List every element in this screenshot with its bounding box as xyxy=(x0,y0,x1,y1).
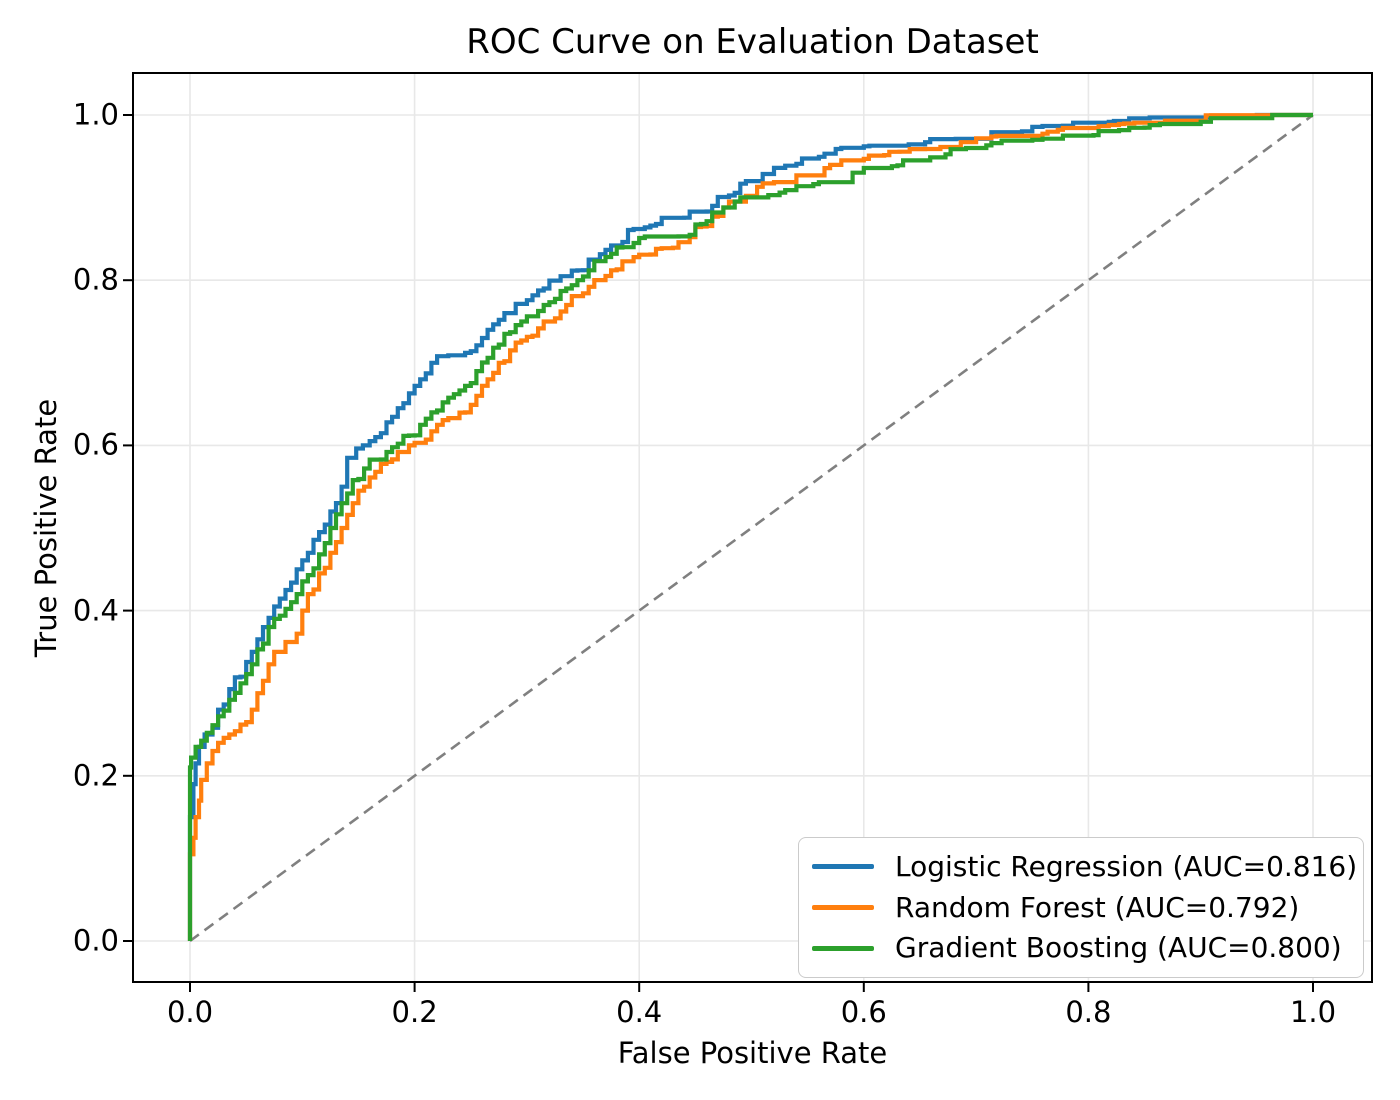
plot-box xyxy=(132,72,1373,983)
chart-title: ROC Curve on Evaluation Dataset xyxy=(466,22,1039,62)
x-tick-label-5: 1.0 xyxy=(1289,995,1337,1029)
x-tick-label-3: 0.6 xyxy=(840,995,887,1029)
x-axis-label: False Positive Rate xyxy=(617,1036,888,1070)
roc-curve-random-forest xyxy=(187,112,1313,941)
x-tick-label-2: 0.4 xyxy=(616,995,663,1029)
legend-label-gradient-boosting: Gradient Boosting (AUC=0.800) xyxy=(895,931,1342,965)
y-axis-label: True Positive Rate xyxy=(29,398,63,658)
y-tick-label-3: 0.6 xyxy=(72,427,119,462)
legend-label-logistic-regression: Logistic Regression (AUC=0.816) xyxy=(895,849,1358,883)
legend-line-random-forest xyxy=(812,905,874,910)
roc-curve-logistic-regression xyxy=(187,112,1313,941)
y-tick-label-2: 0.4 xyxy=(72,593,119,628)
y-tick-label-0: 0.0 xyxy=(72,923,119,958)
legend-line-gradient-boosting xyxy=(812,945,874,951)
x-tick-label-4: 0.8 xyxy=(1065,995,1112,1029)
y-tick-label-4: 0.8 xyxy=(72,262,119,297)
roc-curve-gradient-boosting xyxy=(187,112,1313,941)
chance-diagonal xyxy=(189,113,1314,943)
legend-line-logistic-regression xyxy=(812,864,874,870)
legend-item-random-forest: Random Forest (AUC=0.792) xyxy=(799,890,1363,924)
legend: Logistic Regression (AUC=0.816) Random F… xyxy=(798,837,1364,978)
y-tick-label-1: 0.2 xyxy=(72,758,119,793)
legend-label-random-forest: Random Forest (AUC=0.792) xyxy=(895,890,1300,924)
y-tick-label-5: 1.0 xyxy=(72,97,119,132)
legend-item-gradient-boosting: Gradient Boosting (AUC=0.800) xyxy=(799,934,1363,962)
x-tick-label-0: 0.0 xyxy=(166,995,214,1029)
legend-item-logistic-regression: Logistic Regression (AUC=0.816) xyxy=(799,849,1363,883)
x-tick-label-1: 0.2 xyxy=(391,995,438,1029)
